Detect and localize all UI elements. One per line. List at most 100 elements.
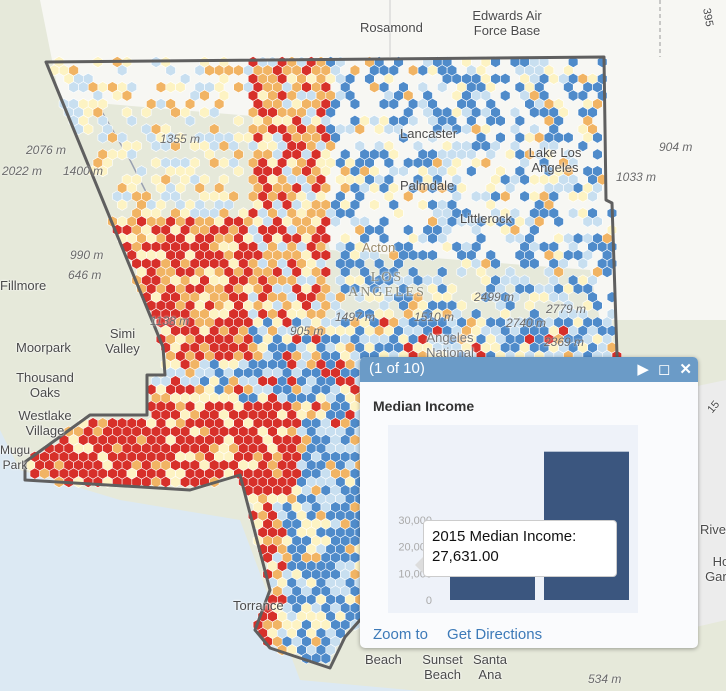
next-feature-icon[interactable]: ▶ <box>637 361 649 378</box>
hexbin-cell[interactable] <box>417 64 429 77</box>
hexbin-cell[interactable] <box>577 140 589 152</box>
hexbin-cell[interactable] <box>378 98 390 110</box>
hexbin-cell[interactable] <box>567 207 579 220</box>
hexbin-cell[interactable] <box>121 89 133 102</box>
hexbin-cell[interactable] <box>170 140 181 152</box>
hexbin-cell[interactable] <box>567 190 579 203</box>
hexbin-cell[interactable] <box>582 215 593 228</box>
hexbin-cell[interactable] <box>194 64 205 77</box>
hexbin-cell[interactable] <box>577 190 589 203</box>
hexbin-cell[interactable] <box>567 89 579 102</box>
close-icon[interactable]: ✕ <box>679 361 692 378</box>
hexbin-cell[interactable] <box>354 123 365 136</box>
hexbin-cell[interactable] <box>150 156 162 169</box>
hexbin-cell[interactable] <box>601 266 613 278</box>
hexbin-cell[interactable] <box>388 98 399 110</box>
hexbin-cell[interactable] <box>97 165 108 178</box>
hexbin-cell[interactable] <box>126 114 137 127</box>
hexbin-cell[interactable] <box>117 64 128 77</box>
hexbin-cell[interactable] <box>141 106 152 119</box>
hexbin-cell[interactable] <box>369 198 380 211</box>
hexbin-cell[interactable] <box>427 64 438 77</box>
hexbin-cell[interactable] <box>83 123 94 136</box>
hexbin-cell[interactable] <box>29 467 41 480</box>
hexbin-cell[interactable] <box>204 64 215 77</box>
hexbin-cell[interactable] <box>529 257 540 270</box>
hexbin-cell[interactable] <box>398 131 409 144</box>
hexbin-cell[interactable] <box>209 156 220 169</box>
hexbin-cell[interactable] <box>170 476 181 488</box>
hexbin-cell[interactable] <box>78 81 89 94</box>
hexbin-cell[interactable] <box>83 476 94 488</box>
hexbin-cell[interactable] <box>233 81 244 94</box>
hexbin-cell[interactable] <box>441 240 453 253</box>
hexbin-cell[interactable] <box>165 64 176 77</box>
hexbin-cell[interactable] <box>126 148 137 161</box>
hexbin-cell[interactable] <box>563 131 574 144</box>
hexbin-cell[interactable] <box>592 148 603 161</box>
hexbin-cell[interactable] <box>500 72 511 85</box>
maximize-icon[interactable]: ◻ <box>657 361 671 378</box>
hexbin-cell[interactable] <box>39 467 50 480</box>
hexbin-cell[interactable] <box>577 257 589 270</box>
hexbin-cell[interactable] <box>504 148 516 161</box>
hexbin-cell[interactable] <box>519 190 530 203</box>
hexbin-cell[interactable] <box>344 123 356 136</box>
hexbin-cell[interactable] <box>233 64 244 77</box>
hexbin-cell[interactable] <box>233 114 244 127</box>
hexbin-cell[interactable] <box>403 190 414 203</box>
hexbin-cell[interactable] <box>107 131 118 144</box>
hexbin-cell[interactable] <box>199 89 210 102</box>
hexbin-cell[interactable] <box>155 98 167 110</box>
hexbin-cell[interactable] <box>407 64 419 77</box>
hexbin-cell[interactable] <box>480 156 492 169</box>
hexbin-cell[interactable] <box>495 114 506 127</box>
hexbin-cell[interactable] <box>417 232 429 245</box>
hexbin-cell[interactable] <box>209 106 220 119</box>
hexbin-cell[interactable] <box>529 173 540 186</box>
hexbin-cell[interactable] <box>470 190 482 203</box>
hexbin-cell[interactable] <box>184 114 196 127</box>
hexbin-cell[interactable] <box>165 81 176 94</box>
hexbin-cell[interactable] <box>180 476 191 488</box>
hexbin-cell[interactable] <box>519 173 530 186</box>
hexbin-cell[interactable] <box>490 257 501 270</box>
hexbin-cell[interactable] <box>504 232 516 245</box>
hexbin-cell[interactable] <box>407 249 419 262</box>
hexbin-cell[interactable] <box>373 123 385 136</box>
hexbin-cell[interactable] <box>548 72 559 85</box>
hexbin-cell[interactable] <box>592 299 603 312</box>
hexbin-cell[interactable] <box>218 140 230 152</box>
hexbin-cell[interactable] <box>587 190 598 203</box>
hexbin-cell[interactable] <box>529 106 540 119</box>
hexbin-cell[interactable] <box>68 81 79 94</box>
hexbin-cell[interactable] <box>417 198 429 211</box>
hexbin-cell[interactable] <box>461 123 472 136</box>
hexbin-cell[interactable] <box>112 89 123 102</box>
hexbin-cell[interactable] <box>383 123 395 136</box>
hexbin-cell[interactable] <box>572 282 584 295</box>
hexbin-cell[interactable] <box>233 165 244 178</box>
hexbin-cell[interactable] <box>553 215 564 228</box>
hexbin-cell[interactable] <box>97 131 108 144</box>
hexbin-cell[interactable] <box>117 148 128 161</box>
hexbin-cell[interactable] <box>466 165 477 178</box>
hexbin-cell[interactable] <box>592 131 603 144</box>
hexbin-cell[interactable] <box>427 131 438 144</box>
hexbin-cell[interactable] <box>170 106 181 119</box>
zoom-to-link[interactable]: Zoom to <box>373 626 429 643</box>
hexbin-cell[interactable] <box>393 207 404 220</box>
hexbin-cell[interactable] <box>150 476 162 488</box>
hexbin-cell[interactable] <box>320 652 332 665</box>
hexbin-cell[interactable] <box>456 266 467 278</box>
hexbin-cell[interactable] <box>330 215 341 228</box>
hexbin-cell[interactable] <box>437 81 448 94</box>
hexbin-cell[interactable] <box>427 232 438 245</box>
hexbin-cell[interactable] <box>524 131 535 144</box>
hexbin-cell[interactable] <box>189 476 200 488</box>
hexbin-cell[interactable] <box>160 476 171 488</box>
hexbin-cell[interactable] <box>378 232 390 245</box>
hexbin-cell[interactable] <box>369 182 380 194</box>
hexbin-cell[interactable] <box>199 106 210 119</box>
hexbin-cell[interactable] <box>218 156 230 169</box>
